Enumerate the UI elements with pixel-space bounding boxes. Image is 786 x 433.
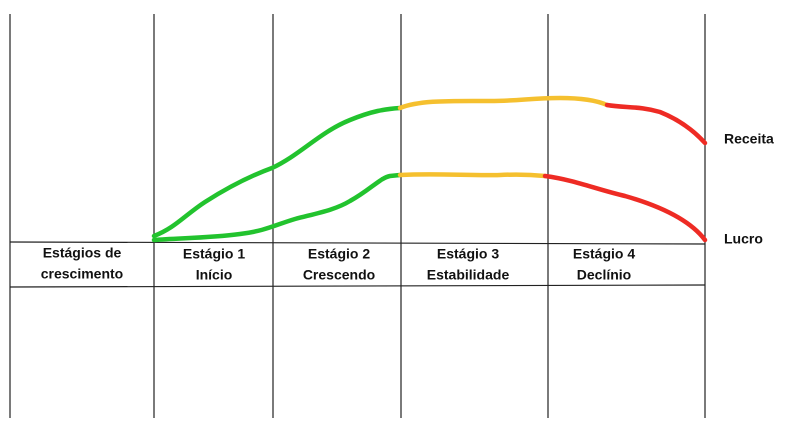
stage-title: Estágio 4 (573, 246, 635, 262)
curve-segment (151, 172, 403, 243)
stage-subtitle: Estabilidade (427, 267, 510, 283)
profit-curve (151, 172, 708, 243)
revenue-curve (151, 95, 708, 239)
stage-title: Estágio 1 (183, 246, 245, 262)
stage-subtitle: Crescendo (303, 267, 375, 283)
curve-segment (542, 173, 708, 243)
curve-segment (151, 105, 403, 239)
grid (9, 14, 706, 418)
curve-segment (604, 102, 708, 146)
curve-segment (397, 95, 610, 111)
stub-label: Estágios de (43, 245, 122, 261)
stage-subtitle: Declínio (577, 267, 631, 283)
stub-label: crescimento (41, 266, 123, 282)
stage-title: Estágio 3 (437, 246, 499, 262)
row-line (9, 241, 706, 245)
row-line (9, 284, 706, 288)
curve-segment (397, 172, 548, 179)
stage-title: Estágio 2 (308, 246, 370, 262)
curve-label: Lucro (724, 231, 763, 247)
curve-label: Receita (724, 131, 774, 147)
stage-subtitle: Início (196, 267, 233, 283)
